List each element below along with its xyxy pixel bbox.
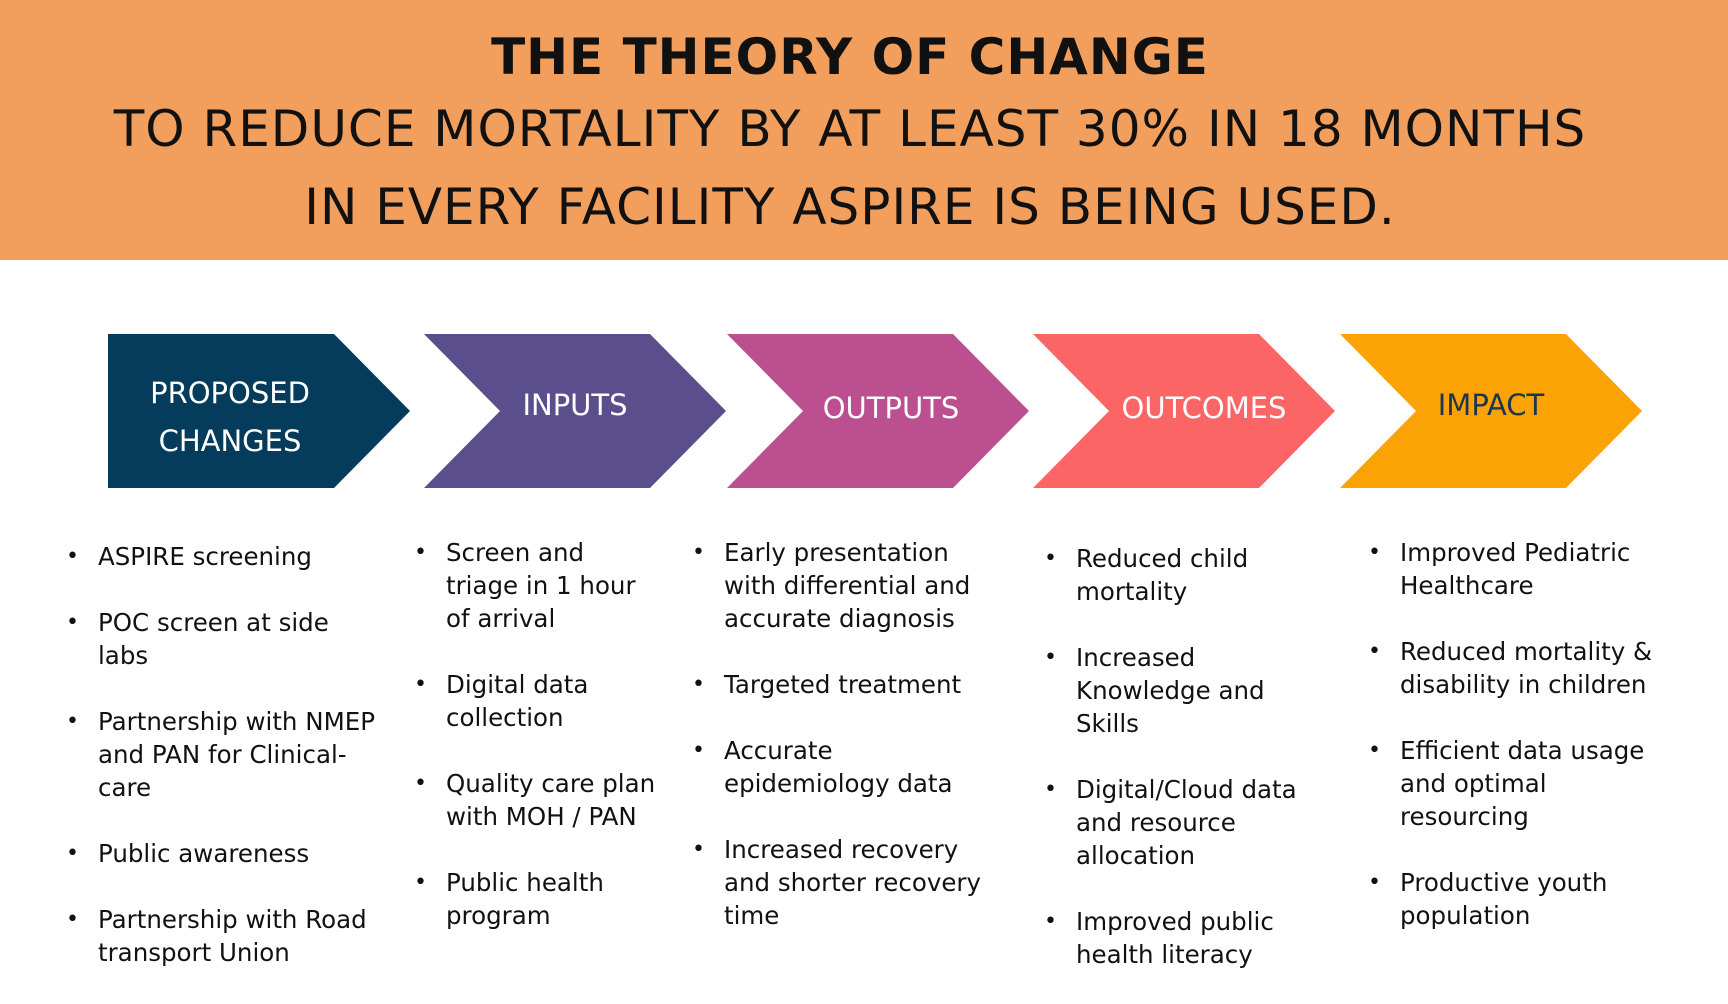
list-item: Productive youth population: [1368, 866, 1668, 932]
page-subtitle-line-2: IN EVERY FACILITY ASPIRE IS BEING USED.: [304, 178, 1396, 236]
bullets-inputs: Screen and triage in 1 hour of arrival D…: [414, 536, 664, 965]
list-item: Improved public health literacy: [1044, 905, 1334, 971]
list-item: Efficient data usage and optimal resourc…: [1368, 734, 1668, 833]
stage-outcomes: OUTCOMES: [1033, 334, 1335, 488]
list-item: Public awareness: [66, 837, 386, 870]
stage-proposed-changes: PROPOSED CHANGES: [108, 334, 412, 488]
stage-label-line-2: CHANGES: [158, 424, 302, 458]
list-item: Early presentation with differential and…: [692, 536, 1002, 635]
arrow-shape-impact: [1340, 334, 1642, 488]
header-banner: THE THEORY OF CHANGE TO REDUCE MORTALITY…: [0, 0, 1728, 260]
stage-label-impact: IMPACT: [1437, 388, 1545, 422]
stage-label-line-1: PROPOSED: [150, 376, 310, 410]
stage-inputs: INPUTS: [424, 334, 726, 488]
list-item: Screen and triage in 1 hour of arrival: [414, 536, 664, 635]
stage-label-outcomes: OUTCOMES: [1121, 391, 1287, 425]
list-item: Targeted treatment: [692, 668, 1002, 701]
stage-label-outputs: OUTPUTS: [822, 391, 960, 425]
stage-label-proposed-changes: PROPOSED CHANGES: [108, 369, 352, 465]
bullets-outputs: Early presentation with differential and…: [692, 536, 1002, 965]
arrow-shape-proposed-changes: [108, 334, 410, 488]
list-item: Quality care plan with MOH / PAN: [414, 767, 664, 833]
bullets-outcomes: Reduced child mortality Increased Knowle…: [1044, 542, 1334, 1004]
arrow-shape-outputs: [727, 334, 1029, 488]
page-subtitle-line-1: TO REDUCE MORTALITY BY AT LEAST 30% IN 1…: [113, 100, 1587, 158]
list-item: Public health program: [414, 866, 664, 932]
list-item: Partnership with NMEP and PAN for Clinic…: [66, 705, 386, 804]
list-item: POC screen at side labs: [66, 606, 386, 672]
stage-impact: IMPACT: [1340, 334, 1642, 488]
bullets-proposed-changes: ASPIRE screening POC screen at side labs…: [66, 540, 386, 1002]
bullets-impact: Improved Pediatric Healthcare Reduced mo…: [1368, 536, 1668, 965]
list-item: Reduced child mortality: [1044, 542, 1334, 608]
arrow-shape-outcomes: [1033, 334, 1335, 488]
list-item: Increased recovery and shorter recovery …: [692, 833, 1002, 932]
list-item: Digital data collection: [414, 668, 664, 734]
list-item: Increased Knowledge and Skills: [1044, 641, 1334, 740]
list-item: Improved Pediatric Healthcare: [1368, 536, 1668, 602]
stage-label-inputs: INPUTS: [522, 388, 628, 422]
list-item: Partnership with Road transport Union: [66, 903, 386, 969]
list-item: ASPIRE screening: [66, 540, 386, 573]
list-item: Digital/Cloud data and resource allocati…: [1044, 773, 1334, 872]
stage-outputs: OUTPUTS: [727, 334, 1029, 488]
list-item: Accurate epidemiology data: [692, 734, 1002, 800]
arrow-shape-inputs: [424, 334, 726, 488]
list-item: Reduced mortality & disability in childr…: [1368, 635, 1668, 701]
page-title: THE THEORY OF CHANGE: [491, 28, 1209, 86]
